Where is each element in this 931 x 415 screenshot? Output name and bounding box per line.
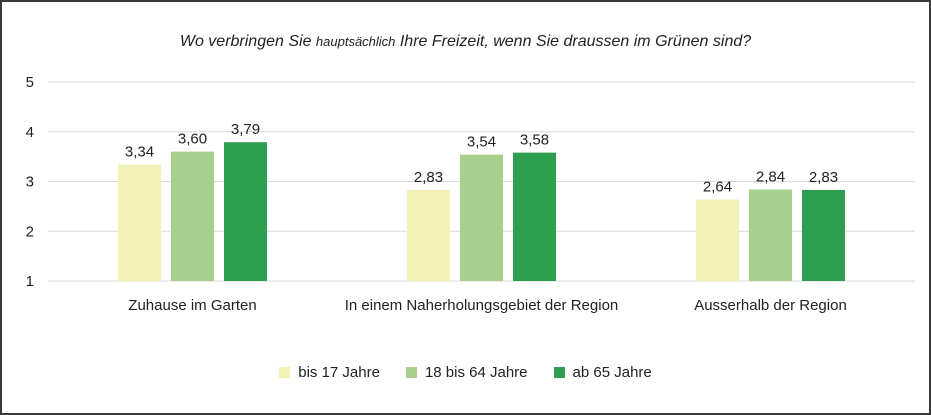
legend-item-3: ab 65 Jahre	[553, 364, 652, 381]
legend-swatch-2	[405, 367, 417, 378]
y-tick-label: 1	[26, 273, 34, 290]
x-category-label: In einem Naherholungsgebiet der Region	[344, 297, 619, 314]
y-tick-label: 4	[26, 124, 34, 141]
bar	[460, 154, 503, 281]
data-label: 2,84	[756, 168, 785, 185]
y-tick-label: 2	[26, 223, 34, 240]
x-category-label: Ausserhalb der Region	[694, 297, 847, 314]
title-part-2: hauptsächlich	[315, 34, 396, 49]
bar	[407, 189, 450, 281]
chart-title: Wo verbringen Sie hauptsächlich Ihre Fre…	[0, 33, 931, 51]
data-label: 3,54	[467, 134, 496, 151]
title-part-1: Wo verbringen Sie	[179, 33, 316, 50]
bar	[802, 189, 845, 281]
data-label: 2,64	[703, 178, 732, 195]
bar	[696, 199, 739, 281]
data-label: 3,58	[520, 132, 549, 149]
bar	[171, 151, 214, 281]
bar	[749, 189, 792, 281]
bar	[513, 152, 556, 281]
title-part-3: Ihre Freizeit, wenn Sie draussen im Grün…	[395, 33, 752, 50]
legend-label-2: 18 bis 64 Jahre	[424, 364, 528, 381]
legend-label-3: ab 65 Jahre	[572, 364, 652, 381]
legend-swatch-3	[553, 367, 565, 378]
data-label: 3,34	[125, 144, 154, 161]
x-category-label: Zuhause im Garten	[128, 297, 257, 314]
legend-item-1: bis 17 Jahre	[279, 364, 380, 381]
data-label: 2,83	[414, 169, 443, 186]
bar	[224, 142, 267, 281]
bar	[118, 164, 161, 281]
y-tick-label: 5	[26, 74, 34, 91]
data-label: 2,83	[809, 169, 838, 186]
legend-label-1: bis 17 Jahre	[298, 364, 380, 381]
y-tick-label: 3	[26, 174, 34, 191]
data-label: 3,60	[178, 131, 207, 148]
data-label: 3,79	[231, 121, 260, 138]
legend-swatch-1	[279, 367, 291, 378]
legend: bis 17 Jahre 18 bis 64 Jahre ab 65 Jahre	[0, 364, 931, 381]
legend-item-2: 18 bis 64 Jahre	[405, 364, 528, 381]
